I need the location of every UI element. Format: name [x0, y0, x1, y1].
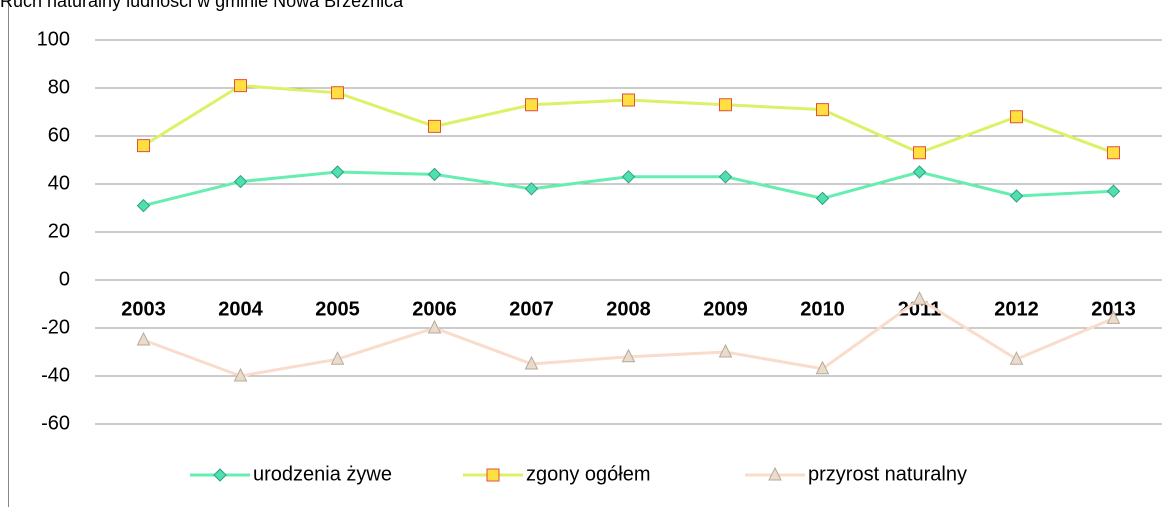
x-tick-label: 2005 — [315, 298, 360, 320]
y-tick-label: 20 — [48, 220, 70, 242]
data-point — [1009, 351, 1024, 365]
data-point — [330, 165, 345, 179]
data-point — [524, 355, 539, 370]
data-point — [1106, 184, 1121, 198]
data-point — [912, 291, 927, 305]
legend-marker — [486, 468, 500, 482]
data-point — [718, 170, 733, 184]
data-point — [815, 360, 830, 375]
data-point — [621, 348, 636, 363]
data-point — [234, 79, 247, 93]
y-tick-label: -60 — [41, 412, 70, 434]
data-point — [1009, 189, 1024, 203]
data-point — [622, 93, 635, 107]
data-point — [913, 146, 926, 160]
legend-label: zgony ogółem — [526, 463, 651, 485]
x-tick-label: 2004 — [218, 298, 263, 320]
x-tick-label: 2010 — [800, 298, 845, 320]
data-point — [427, 319, 442, 334]
data-point — [912, 165, 927, 179]
x-tick-label: 2003 — [121, 298, 166, 320]
x-tick-label: 2011 — [898, 298, 941, 320]
legend-marker — [213, 468, 227, 482]
data-point — [233, 367, 248, 382]
x-tick-label: 2012 — [994, 298, 1039, 320]
data-point — [525, 98, 538, 112]
data-point — [524, 182, 539, 196]
y-tick-label: 40 — [48, 172, 70, 194]
data-point — [816, 103, 829, 117]
x-tick-label: 2006 — [412, 298, 457, 320]
data-point — [331, 86, 344, 100]
legend-marker — [768, 466, 782, 481]
data-point — [1010, 110, 1023, 124]
data-point — [233, 174, 248, 189]
data-point — [719, 98, 732, 112]
data-point — [1107, 146, 1120, 160]
data-point — [427, 167, 442, 182]
y-tick-label: 0 — [59, 268, 70, 290]
chart-title: Ruch naturalny ludności w gminie Nowa Br… — [0, 0, 404, 11]
x-tick-label: 2008 — [606, 298, 651, 320]
data-point — [136, 198, 151, 213]
y-tick-label: -40 — [41, 364, 70, 386]
legend-label: urodzenia żywe — [253, 463, 392, 485]
data-point — [718, 343, 733, 358]
y-tick-label: -20 — [41, 316, 70, 338]
y-tick-label: 60 — [48, 124, 70, 146]
data-point — [815, 191, 830, 206]
x-tick-label: 2013 — [1091, 298, 1136, 320]
data-point — [621, 170, 636, 184]
y-tick-label: 100 — [37, 28, 70, 50]
data-point — [1106, 310, 1121, 324]
y-tick-label: 80 — [48, 76, 70, 98]
data-point — [428, 119, 441, 133]
data-point — [136, 331, 151, 346]
data-point — [137, 139, 150, 153]
x-tick-label: 2009 — [703, 298, 748, 320]
x-tick-label: 2007 — [509, 298, 554, 320]
data-point — [330, 351, 345, 365]
legend-label: przyrost naturalny — [808, 463, 967, 485]
